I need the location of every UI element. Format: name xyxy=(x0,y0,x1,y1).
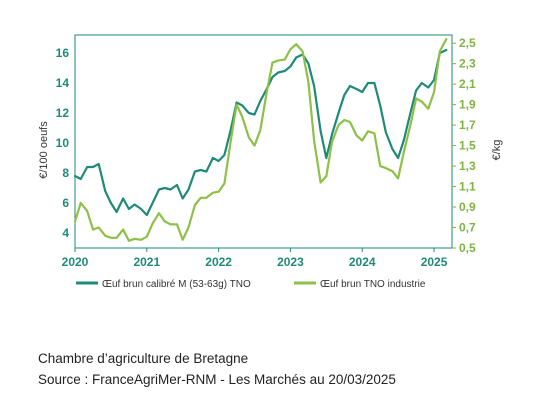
y2-tick-label: 1,5 xyxy=(459,139,476,153)
egg-price-chart: 4 6 8 10 12 14 16 0,5 0,7 0,9 1,1 1,3 1,5 1,7 1,9 2,1 2… xyxy=(38,34,503,290)
y-tick-label: 10 xyxy=(56,136,70,150)
y-tick-label: 4 xyxy=(62,226,69,240)
y-axis-label-right: €/kg xyxy=(491,140,503,161)
right-axis-ticks: 0,5 0,7 0,9 1,1 1,3 1,5 1,7 1,9 2,1 2,3 2,5 xyxy=(452,36,476,255)
y-tick-label: 14 xyxy=(56,76,70,90)
y-tick-label: 12 xyxy=(56,106,70,120)
y2-tick-label: 2,1 xyxy=(459,77,476,91)
series-line-brun-m xyxy=(73,48,448,217)
y2-tick-label: 0,7 xyxy=(459,221,476,235)
x-tick-label: 2024 xyxy=(349,255,376,269)
series-group xyxy=(73,37,448,242)
x-tick-label: 2021 xyxy=(133,255,160,269)
series-line-tno-industrie xyxy=(73,37,448,242)
plot-frame xyxy=(74,34,453,249)
y-tick-label: 6 xyxy=(62,196,69,210)
left-axis-ticks: 4 6 8 10 12 14 16 xyxy=(56,46,70,240)
caption-source: Source : FranceAgriMer-RNM - Les Marchés… xyxy=(38,372,396,387)
y-axis-label-left: €/100 oeufs xyxy=(38,121,50,179)
y2-tick-label: 1,7 xyxy=(459,118,476,132)
y2-tick-label: 1,3 xyxy=(459,159,476,173)
y-tick-label: 8 xyxy=(62,166,69,180)
y2-tick-label: 2,5 xyxy=(459,36,476,50)
y2-tick-label: 1,1 xyxy=(459,180,476,194)
x-tick-label: 2023 xyxy=(277,255,304,269)
legend-label-brun-m: Œuf brun calibré M (53-63g) TNO xyxy=(102,279,251,290)
legend-label-tno-industrie: Œuf brun TNO industrie xyxy=(320,279,426,290)
x-axis-ticks: 2020 2021 2022 2023 2024 2025 xyxy=(62,248,448,269)
y2-tick-label: 0,5 xyxy=(459,241,476,255)
y2-tick-label: 2,3 xyxy=(459,57,476,71)
x-tick-label: 2022 xyxy=(205,255,232,269)
x-tick-label: 2025 xyxy=(421,255,448,269)
y-tick-label: 16 xyxy=(56,46,70,60)
y2-tick-label: 0,9 xyxy=(459,200,476,214)
y2-tick-label: 1,9 xyxy=(459,98,476,112)
x-tick-label: 2020 xyxy=(62,255,89,269)
caption-organization: Chambre d’agriculture de Bretagne xyxy=(38,351,249,366)
legend: Œuf brun calibré M (53-63g) TNO Œuf brun… xyxy=(76,279,426,290)
